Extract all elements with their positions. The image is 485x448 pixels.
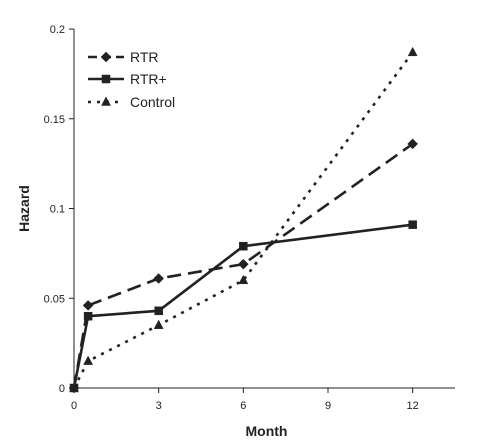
data-point-control: [153, 319, 164, 329]
data-point-rtr: [408, 220, 417, 229]
x-tick-label: 12: [407, 400, 419, 412]
data-point-control: [238, 274, 249, 285]
legend-swatch-marker: [101, 96, 111, 106]
series-rtr: [68, 138, 419, 394]
data-point-rtr: [154, 306, 163, 316]
series-control: [69, 46, 418, 392]
legend-label: RTR+: [130, 71, 167, 87]
y-tick-label: 0.05: [44, 293, 65, 305]
series-layer: [68, 46, 419, 394]
data-point-rtr: [237, 258, 249, 270]
y-tick-label: 0.15: [44, 114, 65, 126]
legend: RTR RTR+ Control: [88, 49, 175, 110]
data-point-control: [407, 46, 418, 57]
series-rtr: [69, 220, 417, 393]
data-point-control: [69, 382, 79, 392]
y-tick-label: 0.2: [50, 24, 65, 36]
legend-label: Control: [130, 94, 175, 110]
x-tick-label: 9: [325, 400, 331, 412]
legend-item-control: Control: [88, 94, 175, 110]
axes: 0 0.05 0.1 0.15 0.2 0 3 6 9 12: [44, 24, 455, 412]
legend-item-rtr: RTR: [88, 49, 159, 65]
x-tick-label: 6: [240, 400, 246, 412]
legend-label: RTR: [130, 49, 159, 65]
legend-item-rtr: RTR+: [88, 71, 167, 87]
x-tick-label: 3: [156, 400, 162, 412]
data-point-rtr: [83, 311, 93, 321]
y-tick-label: 0: [59, 383, 65, 395]
series-line-control: [72, 51, 414, 389]
data-point-rtr: [153, 273, 165, 284]
legend-swatch-marker: [101, 74, 111, 84]
y-tick-label: 0.1: [50, 204, 65, 216]
x-axis-title: Month: [246, 423, 288, 439]
data-point-rtr: [239, 241, 248, 251]
data-point-control: [83, 355, 94, 365]
x-tick-label: 0: [71, 400, 77, 412]
legend-swatch-marker: [100, 51, 112, 63]
data-point-rtr: [82, 300, 94, 311]
y-axis-title: Hazard: [16, 185, 32, 232]
data-point-rtr: [407, 138, 419, 150]
